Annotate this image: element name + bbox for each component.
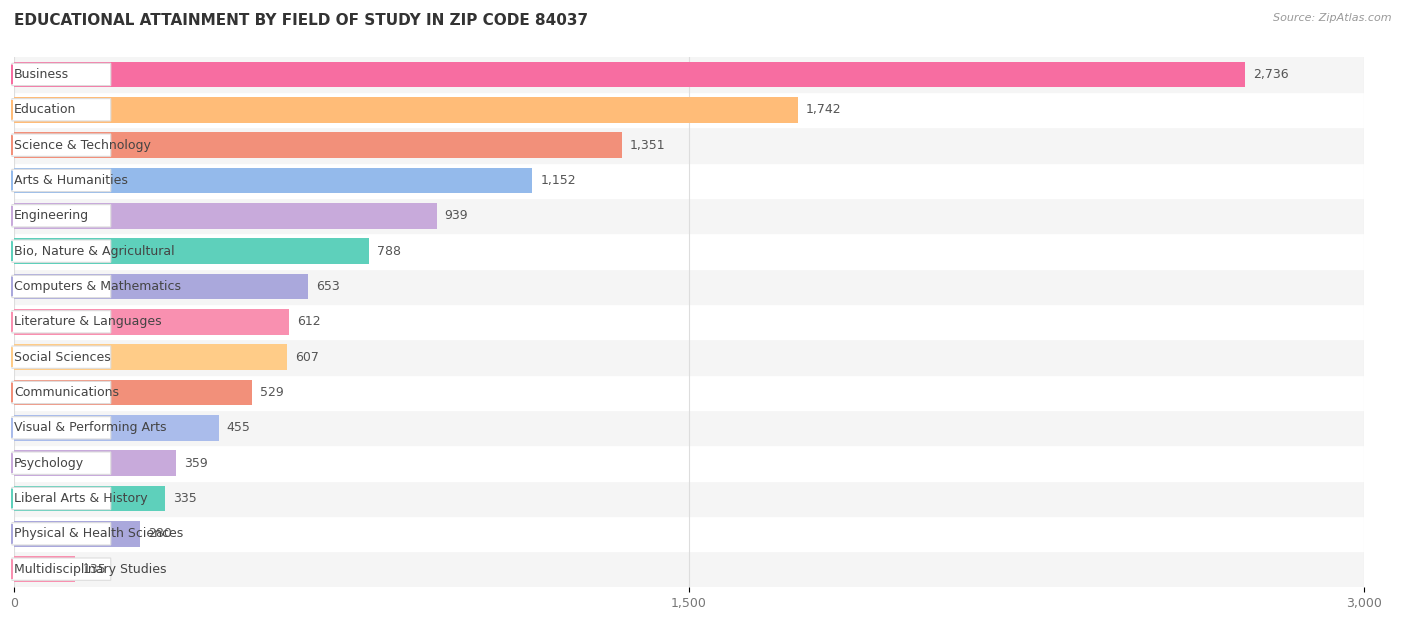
Text: Multidisciplinary Studies: Multidisciplinary Studies [14,563,166,575]
Text: 280: 280 [148,528,172,540]
Text: 1,351: 1,351 [630,139,665,151]
Bar [14,380,252,405]
Bar [14,92,1364,127]
Text: Literature & Languages: Literature & Languages [14,316,162,328]
Text: 1,152: 1,152 [540,174,576,187]
FancyBboxPatch shape [11,487,111,510]
Text: Business: Business [14,68,69,81]
Bar [14,415,219,440]
Text: Social Sciences: Social Sciences [14,351,111,363]
Text: 135: 135 [83,563,107,575]
Bar [14,62,1246,87]
Bar [14,410,1364,445]
Text: 939: 939 [444,209,468,222]
Bar [14,516,1364,551]
Bar [14,486,165,511]
Bar [14,203,436,228]
FancyBboxPatch shape [11,240,111,262]
Text: Psychology: Psychology [14,457,84,469]
FancyBboxPatch shape [11,416,111,439]
Text: 2,736: 2,736 [1253,68,1289,81]
Bar [14,233,1364,269]
Text: Physical & Health Sciences: Physical & Health Sciences [14,528,183,540]
Text: Arts & Humanities: Arts & Humanities [14,174,128,187]
Bar [14,445,1364,481]
Bar [14,451,176,476]
Bar [14,521,141,546]
FancyBboxPatch shape [11,346,111,369]
FancyBboxPatch shape [11,310,111,333]
Text: Visual & Performing Arts: Visual & Performing Arts [14,422,166,434]
Text: 653: 653 [316,280,340,293]
Bar [14,557,75,582]
Text: Science & Technology: Science & Technology [14,139,150,151]
FancyBboxPatch shape [11,63,111,86]
FancyBboxPatch shape [11,275,111,298]
Text: 607: 607 [295,351,319,363]
Bar [14,269,1364,304]
Text: Computers & Mathematics: Computers & Mathematics [14,280,181,293]
Bar [14,163,1364,198]
Text: Bio, Nature & Agricultural: Bio, Nature & Agricultural [14,245,174,257]
Bar [14,274,308,299]
Bar [14,339,1364,375]
Text: Engineering: Engineering [14,209,89,222]
Bar [14,168,533,193]
Text: 335: 335 [173,492,197,505]
Text: Source: ZipAtlas.com: Source: ZipAtlas.com [1274,13,1392,23]
Bar [14,97,797,122]
FancyBboxPatch shape [11,558,111,581]
FancyBboxPatch shape [11,98,111,121]
Text: Education: Education [14,103,76,116]
Text: 612: 612 [298,316,321,328]
Text: 1,742: 1,742 [806,103,842,116]
Text: 529: 529 [260,386,284,399]
FancyBboxPatch shape [11,522,111,545]
Bar [14,481,1364,516]
Bar [14,345,287,370]
Bar [14,133,621,158]
Text: 788: 788 [377,245,401,257]
Bar [14,304,1364,339]
Bar [14,239,368,264]
Bar [14,198,1364,233]
FancyBboxPatch shape [11,204,111,227]
Text: 359: 359 [184,457,208,469]
Bar [14,127,1364,163]
Text: Communications: Communications [14,386,120,399]
Text: EDUCATIONAL ATTAINMENT BY FIELD OF STUDY IN ZIP CODE 84037: EDUCATIONAL ATTAINMENT BY FIELD OF STUDY… [14,13,588,28]
FancyBboxPatch shape [11,452,111,475]
FancyBboxPatch shape [11,134,111,156]
Bar [14,309,290,334]
Bar [14,57,1364,92]
Text: Liberal Arts & History: Liberal Arts & History [14,492,148,505]
Bar [14,375,1364,410]
Text: 455: 455 [226,422,250,434]
Bar [14,551,1364,587]
FancyBboxPatch shape [11,169,111,192]
FancyBboxPatch shape [11,381,111,404]
